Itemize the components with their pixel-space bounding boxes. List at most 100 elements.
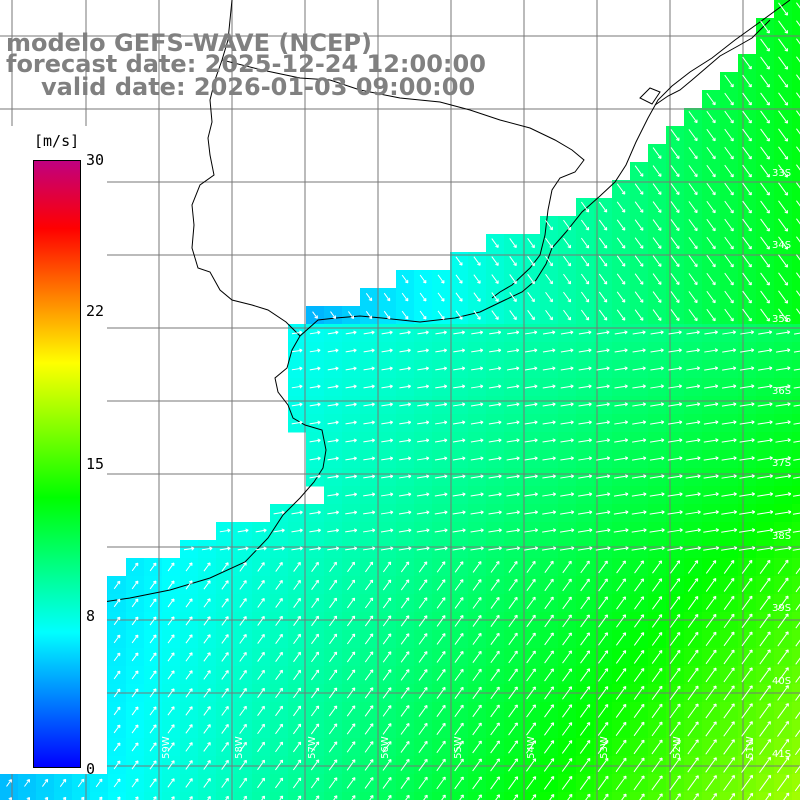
wind-vector-head <box>407 330 411 335</box>
wind-vector <box>685 547 701 551</box>
wind-vector <box>793 404 800 407</box>
wind-vector <box>237 529 249 533</box>
wind-vector-head <box>733 510 737 515</box>
wind-vector-head <box>116 760 121 765</box>
wind-vector <box>774 511 792 515</box>
wind-vector-head <box>640 721 645 726</box>
wind-vector <box>633 686 645 700</box>
wind-vector <box>436 579 446 591</box>
wind-vector-head <box>750 330 755 335</box>
wind-vector-head <box>640 632 645 636</box>
valid-date: valid date: 2026-01-03 09:00:00 <box>41 73 476 101</box>
wind-vector-head <box>714 384 719 389</box>
wind-vector <box>490 686 500 700</box>
wind-vector <box>113 688 121 698</box>
wind-vector <box>721 529 737 533</box>
wind-vector-head <box>676 263 680 267</box>
wind-vector-head <box>153 742 157 746</box>
wind-vector-head <box>784 246 788 250</box>
wind-vector <box>364 579 374 591</box>
wind-vector <box>639 793 645 800</box>
wind-vector-head <box>335 474 339 479</box>
wind-vector <box>633 650 645 664</box>
wind-vector <box>327 367 339 371</box>
wind-vector <box>275 634 283 644</box>
wind-vector-head <box>731 703 735 707</box>
wind-vector <box>273 511 285 515</box>
wind-vector <box>454 722 464 736</box>
wind-vector <box>793 368 800 371</box>
wind-vector <box>792 530 800 533</box>
wind-vector <box>419 274 427 284</box>
wind-vector <box>113 724 121 734</box>
wind-vector-head <box>694 209 698 214</box>
wind-vector <box>416 493 430 497</box>
wind-vector-head <box>625 528 629 533</box>
wind-vector <box>687 596 699 610</box>
wind-vector <box>578 349 592 353</box>
wind-vector-head <box>640 560 644 564</box>
wind-vector <box>687 632 699 646</box>
wind-vector <box>778 74 788 88</box>
wind-vector <box>291 421 303 425</box>
wind-vector <box>597 668 609 682</box>
wind-vector <box>580 560 590 574</box>
wind-vector <box>721 511 737 515</box>
wind-speed-cell <box>36 792 55 800</box>
wind-vector <box>703 547 719 551</box>
wind-vector <box>309 421 321 425</box>
wind-speed-cell <box>486 792 505 800</box>
wind-vector-head <box>657 191 662 195</box>
wind-vector-head <box>459 262 463 266</box>
wind-vector <box>705 739 717 755</box>
wind-vector-head <box>261 705 265 710</box>
wind-vector <box>544 596 554 610</box>
wind-vector <box>524 457 538 461</box>
wind-vector-head <box>748 119 752 124</box>
wind-vector <box>473 274 481 284</box>
wind-vector <box>243 795 247 800</box>
wind-vector <box>488 511 502 515</box>
wind-vector <box>508 561 518 573</box>
wind-vector <box>400 669 410 681</box>
wind-vector-head <box>767 738 771 743</box>
wind-vector-head <box>514 776 519 780</box>
wind-vector <box>434 511 448 515</box>
wind-vector-head <box>784 318 788 322</box>
wind-vector-head <box>749 739 753 743</box>
wind-vector-head <box>514 668 518 673</box>
wind-vector-head <box>606 420 610 425</box>
wind-vector-head <box>697 438 701 443</box>
wind-vector-head <box>371 402 375 407</box>
wind-vector-head <box>625 510 629 515</box>
wind-vector <box>614 421 628 425</box>
wind-vector-head <box>732 366 737 371</box>
wind-vector-head <box>353 366 357 371</box>
wind-vector-head <box>460 758 464 763</box>
wind-vector-head <box>134 706 139 710</box>
wind-vector <box>59 778 67 788</box>
wind-vector-head <box>784 559 789 564</box>
wind-vector-head <box>588 402 592 407</box>
wind-vector-head <box>748 577 753 582</box>
wind-vector-head <box>748 299 752 304</box>
lon-label-56w: 56W <box>379 736 391 759</box>
wind-vector <box>364 651 374 663</box>
wind-vector <box>400 759 410 771</box>
wind-vector-head <box>767 631 771 636</box>
wind-vector <box>651 703 663 719</box>
wind-vector <box>381 493 393 497</box>
wind-speed-cell <box>108 792 127 800</box>
wind-vector <box>524 547 538 551</box>
wind-vector <box>794 765 800 774</box>
wind-vector <box>778 110 788 124</box>
wind-vector <box>506 457 520 461</box>
wind-vector-head <box>189 688 193 692</box>
wind-vector-head <box>694 263 698 268</box>
wind-vector-head <box>769 510 774 515</box>
lon-label-54w: 54W <box>525 736 537 759</box>
wind-vector <box>687 649 699 665</box>
wind-vector-head <box>658 703 663 708</box>
wind-vector <box>615 739 627 755</box>
wind-vector <box>257 706 265 716</box>
